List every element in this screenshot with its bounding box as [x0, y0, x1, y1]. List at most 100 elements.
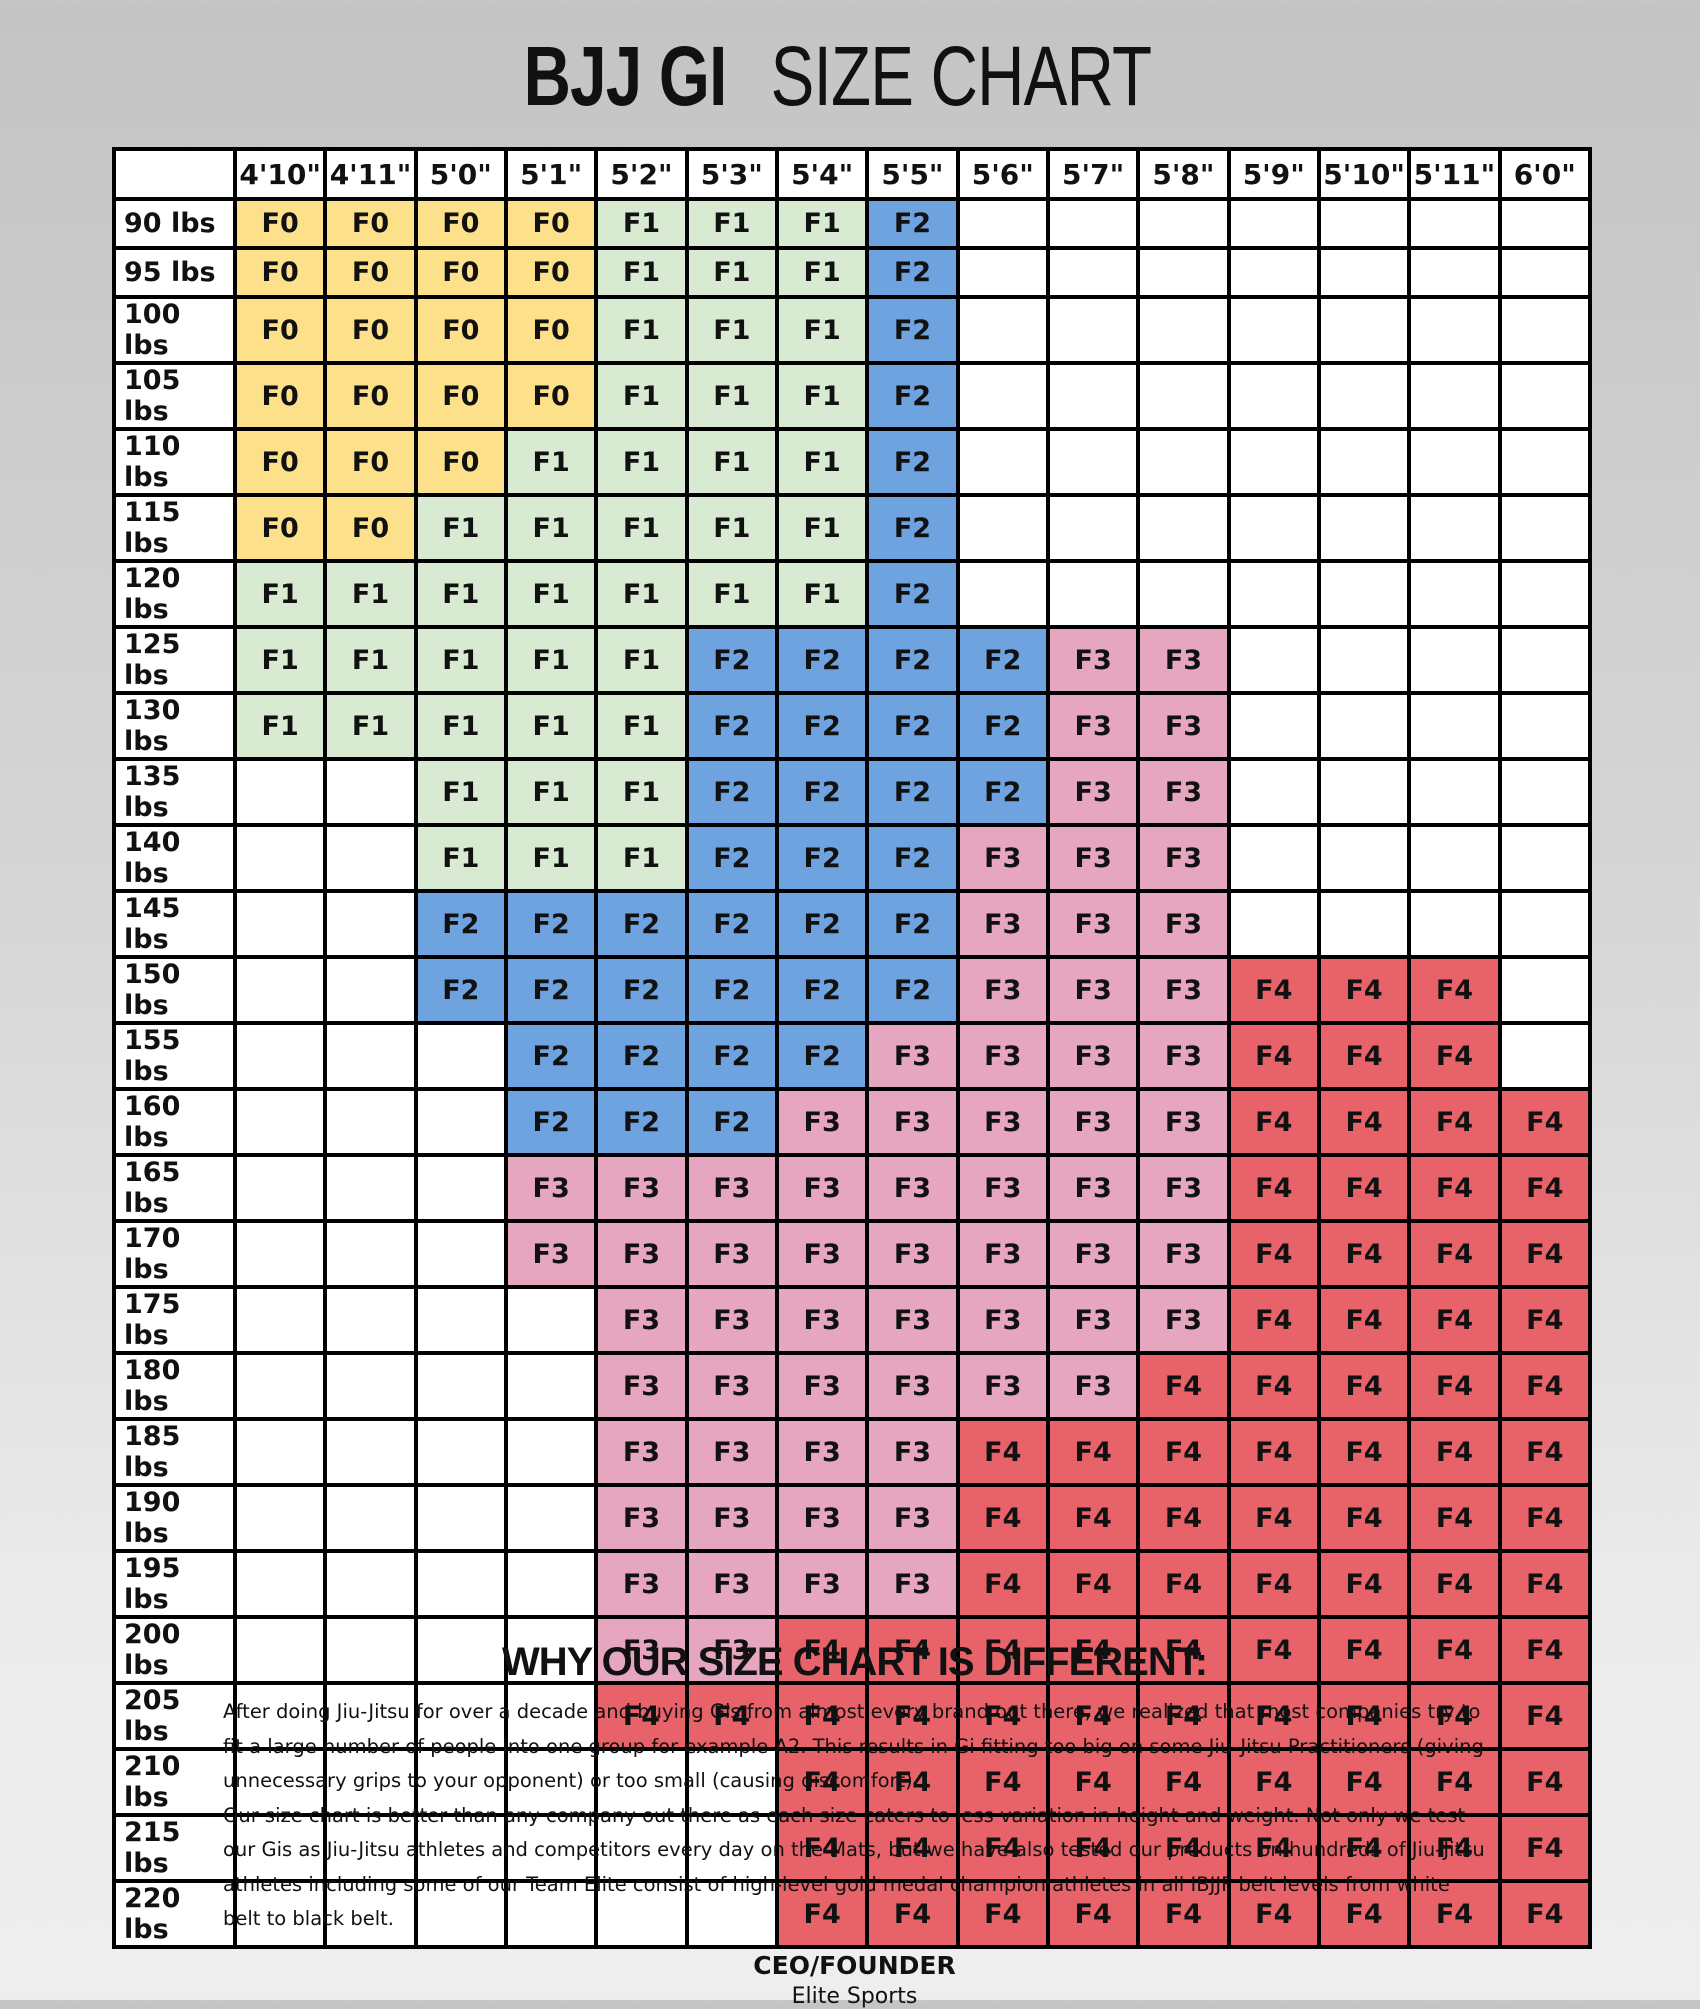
size-cell: F4: [1497, 1879, 1592, 1949]
title: BJJ GI SIZE CHART: [0, 28, 1700, 125]
size-cell: F1: [232, 625, 328, 695]
size-cell: F1: [503, 691, 599, 761]
size-cell: F4: [1407, 1615, 1502, 1685]
size-cell: F3: [1045, 889, 1141, 959]
size-cell: [232, 1087, 328, 1157]
size-cell: [1316, 427, 1412, 497]
size-cell: F3: [1045, 691, 1141, 761]
signature-role: CEO/FOUNDER: [753, 1950, 956, 1980]
row-label: 90 lbs: [112, 197, 237, 250]
size-cell: F3: [955, 1153, 1050, 1223]
size-cell: [1497, 559, 1592, 629]
size-cell: [413, 1417, 508, 1487]
size-cell: F4: [774, 1813, 870, 1883]
title-rest: SIZE CHART: [770, 29, 1152, 123]
size-cell: F4: [1226, 1549, 1321, 1619]
size-cell: [323, 1417, 418, 1487]
size-cell: F3: [865, 1153, 960, 1223]
size-cell: [413, 1351, 508, 1421]
size-cell: F1: [774, 197, 870, 250]
size-cell: F4: [1226, 1483, 1321, 1553]
size-cell: F4: [1316, 1615, 1412, 1685]
size-cell: [1407, 493, 1502, 563]
size-cell: F2: [865, 197, 960, 250]
size-cell: F4: [1407, 1153, 1502, 1223]
size-cell: F1: [413, 625, 508, 695]
size-cell: [503, 1747, 599, 1817]
size-cell: [684, 1813, 779, 1883]
size-cell: F4: [774, 1615, 870, 1685]
size-cell: F4: [1226, 1615, 1321, 1685]
size-cell: F4: [1497, 1285, 1592, 1355]
size-cell: [1497, 361, 1592, 431]
size-cell: F3: [684, 1549, 779, 1619]
size-cell: F3: [1045, 1087, 1141, 1157]
size-cell: F4: [1316, 1219, 1412, 1289]
size-cell: F4: [1407, 1219, 1502, 1289]
size-cell: F4: [865, 1615, 960, 1685]
size-cell: F3: [774, 1417, 870, 1487]
size-cell: F4: [1136, 1549, 1231, 1619]
size-cell: F4: [1316, 1813, 1412, 1883]
size-cell: F4: [1045, 1417, 1141, 1487]
size-cell: F4: [1316, 1153, 1412, 1223]
size-cell: [1407, 427, 1502, 497]
size-cell: F3: [684, 1285, 779, 1355]
size-cell: [1045, 493, 1141, 563]
row-label: 185 lbs: [112, 1417, 237, 1487]
row: 180 lbs F3 F3 F3 F3 F3 F3 F4 F4 F4 F4 F4: [112, 1351, 1592, 1421]
size-cell: F1: [594, 691, 689, 761]
size-cell: [323, 1153, 418, 1223]
size-cell: F1: [594, 625, 689, 695]
size-cell: F3: [503, 1153, 599, 1223]
section-heading: WHY OUR SIZE CHART IS DIFFERENT:: [501, 1640, 1208, 1684]
size-cell: [503, 1681, 599, 1751]
size-cell: [1045, 197, 1141, 250]
size-cell: F4: [1226, 1153, 1321, 1223]
size-cell: F3: [955, 1087, 1050, 1157]
size-cell: [1316, 559, 1412, 629]
size-cell: F3: [1136, 1153, 1231, 1223]
size-cell: [232, 823, 328, 893]
size-cell: F3: [865, 1219, 960, 1289]
paragraph: After doing Jiu-Jitsu for over a decade …: [223, 1700, 1484, 1792]
size-cell: [323, 1087, 418, 1157]
size-cell: F0: [232, 197, 328, 250]
size-cell: [232, 1747, 328, 1817]
size-cell: F4: [1407, 1879, 1502, 1949]
size-cell: F3: [1045, 823, 1141, 893]
size-cell: [232, 1285, 328, 1355]
size-cell: F3: [1136, 1021, 1231, 1091]
size-cell: [955, 559, 1050, 629]
size-cell: F4: [955, 1417, 1050, 1487]
size-cell: F4: [1407, 1351, 1502, 1421]
size-cell: F4: [1226, 1285, 1321, 1355]
size-cell: F3: [594, 1417, 689, 1487]
size-cell: F3: [1045, 1219, 1141, 1289]
paragraph: Our size chart is better than any compan…: [223, 1803, 1485, 1931]
signature: CEO/FOUNDER Elite Sports: [223, 1951, 1486, 2009]
row: 185 lbs F3 F3 F3 F3 F4 F4 F4 F4 F4 F4 F4: [112, 1417, 1592, 1487]
size-cell: F1: [503, 757, 599, 827]
size-cell: F1: [684, 295, 779, 365]
size-cell: F1: [413, 493, 508, 563]
size-cell: F4: [1226, 1813, 1321, 1883]
size-cell: F2: [503, 955, 599, 1025]
size-cell: [503, 1615, 599, 1685]
column-header: 5'5": [865, 147, 960, 201]
size-cell: [1407, 691, 1502, 761]
row-label: 115 lbs: [112, 493, 237, 563]
size-cell: F1: [594, 427, 689, 497]
size-cell: F4: [1497, 1219, 1592, 1289]
column-header: 4'11": [323, 147, 418, 201]
size-cell: F1: [413, 757, 508, 827]
size-cell: F2: [413, 889, 508, 959]
size-cell: [323, 1351, 418, 1421]
size-cell: [1226, 757, 1321, 827]
size-cell: F4: [955, 1747, 1050, 1817]
size-cell: F4: [1136, 1351, 1231, 1421]
row-label: 170 lbs: [112, 1219, 237, 1289]
size-cell: F3: [594, 1219, 689, 1289]
size-cell: F2: [955, 625, 1050, 695]
size-cell: [232, 1153, 328, 1223]
